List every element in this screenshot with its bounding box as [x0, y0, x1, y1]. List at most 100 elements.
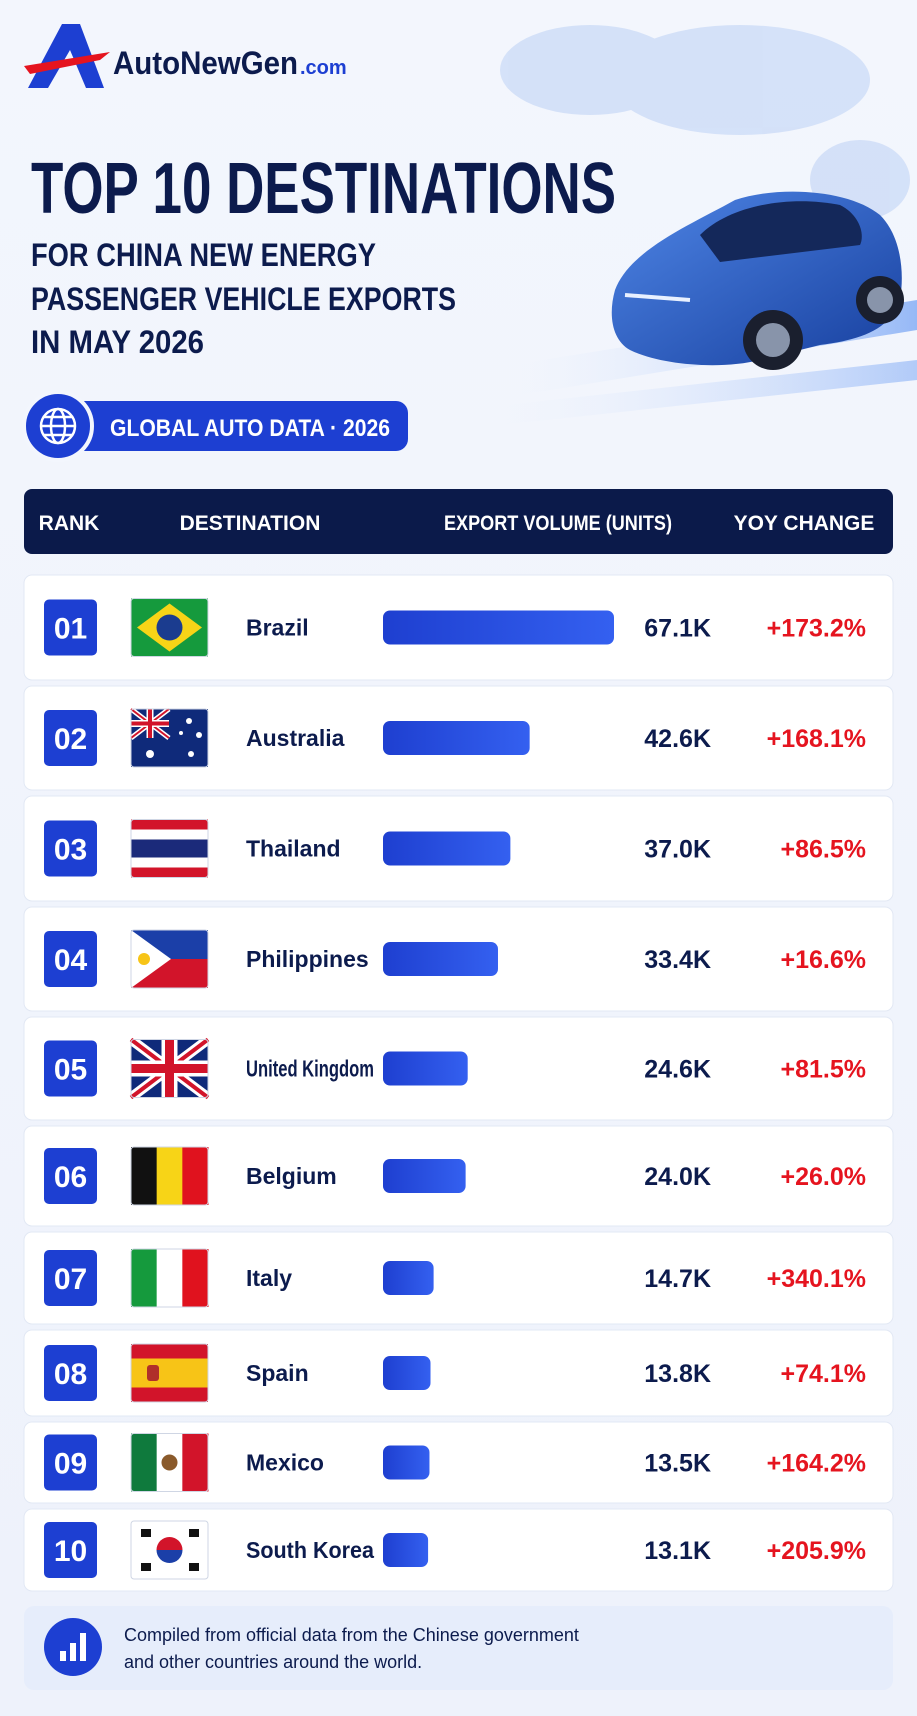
volume-label: 24.6K: [644, 1056, 711, 1084]
rank-box: [44, 1522, 97, 1578]
flag-part: [131, 709, 169, 738]
flag: [130, 1520, 209, 1580]
country-name: Spain: [246, 1360, 309, 1386]
country-name: Philippines: [246, 946, 369, 972]
table-row: 09 Mexico 13.5K +164.2%: [23, 1421, 894, 1504]
footer-text: Compiled from official data from the Chi…: [124, 1625, 579, 1645]
flag-part: [196, 732, 202, 738]
country-name: Belgium: [246, 1163, 337, 1189]
column-header: DESTINATION: [180, 512, 321, 535]
rank: 07: [54, 1263, 87, 1296]
volume-label: 33.4K: [644, 946, 711, 974]
brand-suffix: .com: [300, 57, 347, 79]
table-header: [24, 489, 893, 554]
flag-part: [182, 1249, 209, 1307]
flag-border: [130, 1343, 209, 1403]
table-row: 02 Australia 42.6K +168.1%: [23, 685, 894, 791]
volume-bar: [383, 831, 511, 866]
row-card: [23, 1508, 894, 1592]
rank-box: [44, 1148, 97, 1204]
flag-part: [182, 1147, 209, 1205]
volume-bar: [383, 942, 498, 976]
country-name: Australia: [246, 725, 345, 751]
volume-bar: [383, 721, 530, 755]
flag-border: [130, 929, 209, 989]
subtitle-line: PASSENGER VEHICLE EXPORTS: [31, 281, 456, 317]
flag-part: [161, 1454, 178, 1471]
rank: 03: [54, 834, 87, 867]
flag-part: [182, 1433, 209, 1492]
yoy-change: +340.1%: [767, 1265, 866, 1293]
volume-label: 37.0K: [644, 836, 711, 864]
flag-part: [156, 1147, 183, 1205]
volume-label: 13.5K: [644, 1450, 711, 1478]
flag-part: [131, 829, 208, 840]
logo: AutoNewGen .com: [24, 24, 347, 88]
flag-border: [130, 598, 209, 657]
flag-part: [141, 1529, 151, 1537]
flag-part: [131, 1358, 208, 1388]
table-row: 03 Thailand 37.0K +86.5%: [23, 795, 894, 902]
footer-panel: [24, 1606, 893, 1690]
flag-border: [130, 708, 209, 768]
table-row: 05 United Kingdom 24.6K +81.5%: [23, 1016, 894, 1121]
chart-icon-bars: [60, 1633, 86, 1661]
country-name: Brazil: [246, 615, 309, 641]
volume-label: 42.6K: [644, 725, 711, 753]
yoy-change: +26.0%: [781, 1163, 867, 1191]
yoy-change: +16.6%: [781, 946, 867, 974]
flag-border: [130, 1520, 209, 1580]
globe-lines: [39, 407, 77, 445]
table-row: 08 Spain 13.8K +74.1%: [23, 1329, 894, 1417]
flag-part: [131, 857, 208, 868]
flag-border: [130, 1433, 209, 1492]
volume-bar: [383, 610, 614, 645]
flag-part: [131, 1147, 158, 1205]
flag-part: [179, 731, 183, 735]
rank: 05: [54, 1054, 87, 1087]
table-row: 06 Belgium 24.0K +26.0%: [23, 1125, 894, 1227]
row-card: [23, 1421, 894, 1504]
volume-bar: [383, 1356, 431, 1390]
rank: 08: [54, 1358, 87, 1391]
volume-label: 14.7K: [644, 1265, 711, 1293]
rank: 06: [54, 1161, 87, 1194]
flag-part: [156, 1550, 183, 1563]
volume-label: 13.1K: [644, 1537, 711, 1565]
flag: [130, 929, 209, 989]
title: TOP 10 DESTINATIONS: [31, 149, 616, 229]
table-row: 07 Italy 14.7K +340.1%: [23, 1231, 894, 1325]
volume-bar: [383, 1533, 429, 1567]
flag-part: [131, 839, 208, 858]
rank: 04: [54, 944, 88, 977]
country-name: Thailand: [246, 836, 341, 862]
rank-box: [44, 1345, 97, 1401]
subtitle-line: IN MAY 2026: [31, 324, 204, 360]
flag-border: [130, 819, 209, 878]
flag-part: [186, 718, 192, 724]
volume-bar: [383, 1051, 468, 1086]
rank-box: [44, 931, 97, 987]
yoy-change: +164.2%: [767, 1450, 866, 1478]
badge-pill: [70, 401, 408, 451]
flag-part: [131, 867, 208, 878]
car-illustration: [460, 191, 917, 425]
rank-box: [44, 1040, 97, 1097]
volume-bar: [383, 1445, 430, 1480]
flag-part: [189, 1529, 199, 1537]
row-card: [23, 1231, 894, 1325]
yoy-change: +86.5%: [781, 836, 867, 864]
yoy-change: +173.2%: [767, 615, 866, 643]
rank-box: [44, 1250, 97, 1306]
rank: 09: [54, 1448, 87, 1481]
rank: 02: [54, 723, 87, 756]
country-name: South Korea: [246, 1537, 374, 1563]
yoy-change: +168.1%: [767, 725, 866, 753]
country-name: Mexico: [246, 1450, 324, 1476]
table-body: 01 Brazil 67.1K +173.2% 02 Australia 42.6K +168…: [23, 574, 894, 1592]
yoy-change: +74.1%: [781, 1360, 867, 1388]
column-header: YOY CHANGE: [734, 512, 875, 535]
flag-part: [141, 1563, 151, 1571]
rank: 10: [54, 1535, 87, 1568]
